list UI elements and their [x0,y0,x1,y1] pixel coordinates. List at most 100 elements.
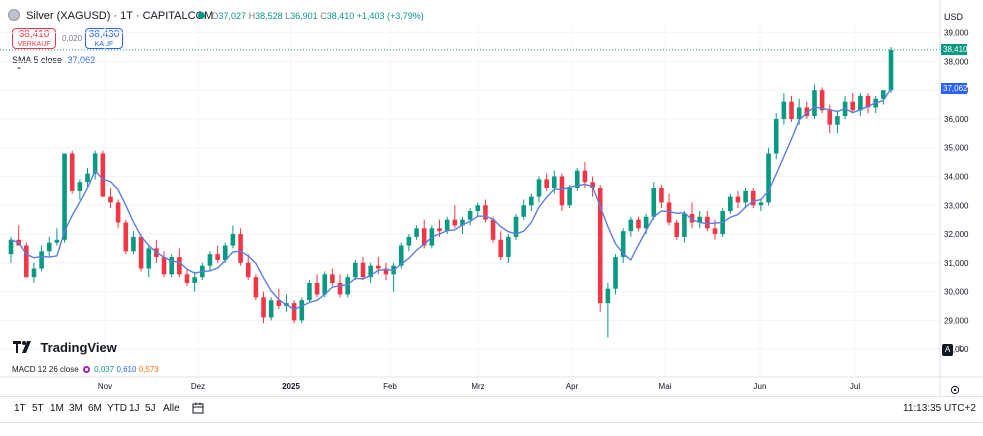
candle-body [750,190,756,206]
candle [39,245,44,272]
candle-body [521,205,526,217]
candle-body [345,277,350,295]
candle [353,259,358,281]
candle-body [383,268,389,275]
currency-label[interactable]: USD [944,12,964,22]
candle-body [177,257,182,275]
macd-line-value: 0,610 [116,365,137,374]
candle-body [161,257,167,275]
candle-body [261,297,266,318]
candle [574,167,580,191]
low-label: L [285,11,291,21]
x-tick-label: Dez [191,382,205,391]
collapse-legend-button[interactable]: ⌃ [13,66,25,76]
candle-body [437,228,442,232]
candle-body [682,213,687,237]
candle [54,228,60,246]
candle-body [207,254,213,266]
candle-body [123,222,129,252]
candle-body [613,257,618,289]
timeframe-1m[interactable]: 1M [50,403,64,414]
buy-button[interactable]: 38,430 KAUF [85,28,123,49]
buy-price: 38,430 [88,29,120,40]
timeframe-1t[interactable]: 1T [14,403,26,414]
candle [498,231,504,260]
candle-body [414,228,419,237]
y-tick-label: 33,000 [944,201,969,210]
sma-price-tag: 37,062 [941,82,967,94]
clock-readout[interactable]: 11:13:35 UTC+2 [903,403,976,414]
timeframe-5j[interactable]: 5J [145,403,156,414]
auto-scale-button[interactable]: A [942,344,953,356]
candle [192,271,197,292]
candle-body [398,245,404,266]
timeframe-3m[interactable]: 3M [69,403,83,414]
x-tick-label: Mai [659,382,672,391]
price-chart[interactable]: 39,00038,00037,00036,00035,00034,00033,0… [0,0,983,400]
candle [161,251,167,278]
candle-body [552,176,557,188]
candle-body [689,213,695,223]
candle-body [276,300,282,306]
candle [582,162,588,188]
candle [24,242,29,278]
timeframe-6m[interactable]: 6M [88,403,102,414]
candle-body [92,153,98,174]
candle-body [322,274,328,295]
candle [781,93,787,125]
candle-body [728,196,733,212]
candle-body [353,262,358,278]
candle [735,190,741,209]
timeframe-5t[interactable]: 5T [32,403,44,414]
sell-button[interactable]: 38,410 VERKAUF [12,28,56,49]
candle-body [337,282,343,295]
candle-body [406,236,412,246]
symbol-title[interactable]: Silver (XAGUSD) · 1T · CAPITALCOM [26,10,214,22]
symbol-header: Silver (XAGUSD) · 1T · CAPITALCOM [8,9,213,23]
candle-body [651,188,657,217]
close-value: 38,410 [326,11,355,21]
time-axis-settings-button[interactable] [950,382,960,395]
candle [146,245,152,278]
tradingview-logo[interactable]: TradingView [13,339,117,355]
candle [322,271,328,298]
timeframe-1j[interactable]: 1J [129,403,140,414]
candle [345,274,350,298]
x-tick-label: Feb [383,382,397,391]
candle [743,188,748,209]
candle [291,300,297,324]
tradingview-logo-icon [13,341,31,353]
log-scale-button[interactable]: L [959,344,964,353]
candle-body [513,216,519,237]
y-tick-label: 38,000 [944,57,969,66]
candle [31,262,37,283]
candle-body [590,182,595,188]
candle [85,167,90,188]
sma-legend[interactable]: SMA 5 close 37,062 [12,55,95,65]
candle-body [620,231,626,258]
candle-body [888,49,894,91]
candle-body [827,110,833,125]
high-value: 38,528 [255,11,283,21]
candle [268,297,274,321]
timeframe-ytd[interactable]: YTD [107,403,127,414]
candle [536,176,542,203]
macd-loading-icon [82,366,90,373]
candle [682,211,687,243]
candle-body [330,274,335,283]
candle-body [238,234,243,263]
candle-body [215,254,220,260]
sma-label: SMA 5 close [12,55,63,65]
candle [881,90,886,105]
low-value: 36,901 [290,11,318,21]
bottom-toolbar-divider [0,396,983,397]
date-range-button[interactable] [192,401,204,414]
candle [406,234,412,252]
candle [92,150,98,180]
candle [865,93,871,114]
macd-legend[interactable]: MACD 12 26 close 0,037 0,610 0,573 [12,365,159,374]
candle-body [559,176,565,206]
y-tick-label: 30,000 [944,288,969,297]
timeframe-alle[interactable]: Alle [163,403,180,414]
candle [131,231,136,255]
